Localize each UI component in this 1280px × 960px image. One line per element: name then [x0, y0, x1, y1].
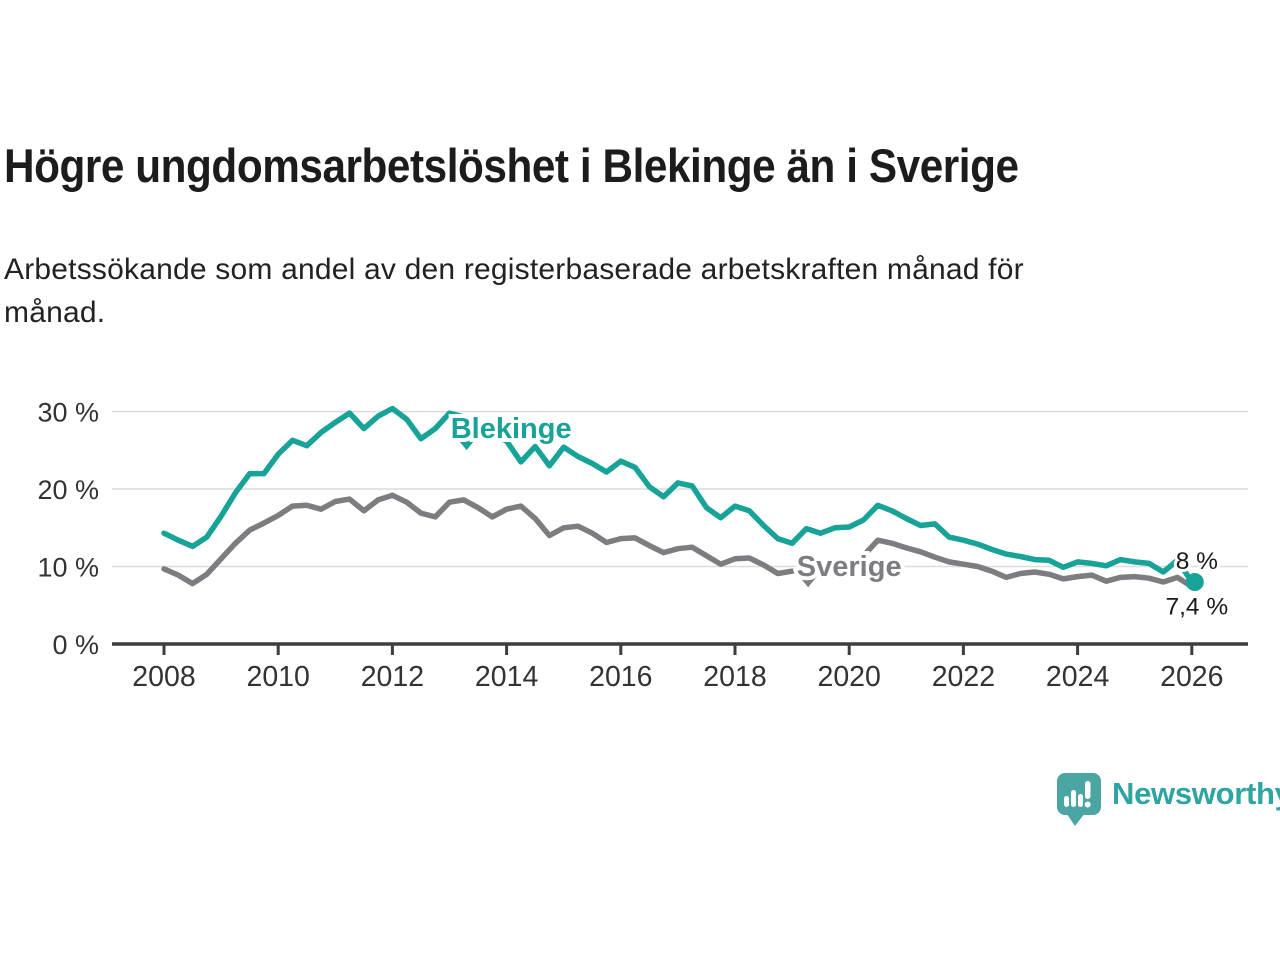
subtitle-line-1: Arbetssökande som andel av den registerb… [4, 253, 1024, 286]
end-value-labels: 8 % 7,4 % [1162, 545, 1231, 624]
y-tick-label: 0 % [52, 630, 99, 660]
newsworthy-bubble-icon [1057, 773, 1101, 826]
line-blekinge [161, 405, 1195, 585]
newsworthy-wordmark: Newsworthy [1112, 776, 1280, 811]
x-tick-label: 2026 [1160, 661, 1223, 693]
gridlines [112, 410, 1248, 568]
subtitle-line-2: månad. [4, 295, 106, 329]
y-tick-label: 20 % [37, 475, 99, 505]
newsworthy-logo: Newsworthy [1056, 772, 1280, 828]
chart-header: Högre ungdomsarbetslöshet i Blekinge än … [4, 138, 1254, 334]
chart-subtitle: Arbetssökande som andel av den registerb… [4, 249, 1254, 334]
x-tick-label: 2010 [246, 661, 309, 693]
exclamation-stem [1085, 781, 1091, 799]
x-tick-label: 2020 [817, 661, 880, 693]
end-value-label-blekinge: 8 % [1176, 548, 1218, 575]
x-tick-label: 2024 [1046, 661, 1110, 693]
bar-chart-glyph [1064, 781, 1091, 808]
series-label-sverige: Sverige [797, 551, 902, 583]
x-tick-label: 2012 [361, 661, 424, 693]
x-axis [112, 642, 1248, 655]
series-annotations: Blekinge Sverige [447, 409, 906, 588]
series-marker-blekinge [457, 439, 476, 451]
line-sverige [161, 492, 1195, 590]
y-tick-label: 30 % [37, 398, 99, 428]
series-marker-sverige [799, 576, 818, 588]
exclamation-dot [1084, 801, 1091, 808]
x-tick-label: 2016 [589, 661, 652, 693]
end-value-label-sverige: 7,4 % [1165, 594, 1228, 621]
x-tick-label: 2008 [132, 661, 195, 693]
x-tick-label: 2018 [703, 661, 766, 693]
data-lines [161, 405, 1195, 590]
page-title: Högre ungdomsarbetslöshet i Blekinge än … [4, 139, 1019, 192]
end-dot-blekinge [1185, 573, 1204, 592]
x-tick-label: 2014 [475, 661, 539, 693]
series-label-blekinge: Blekinge [451, 413, 572, 445]
x-axis-labels: 2008 2010 2012 2014 2016 2018 2020 2022 2024 2026 [132, 661, 1223, 693]
y-axis-labels: 0 % 10 % 20 % 30 % [37, 398, 99, 660]
y-tick-label: 10 % [37, 553, 99, 583]
x-tick-label: 2022 [932, 661, 995, 693]
